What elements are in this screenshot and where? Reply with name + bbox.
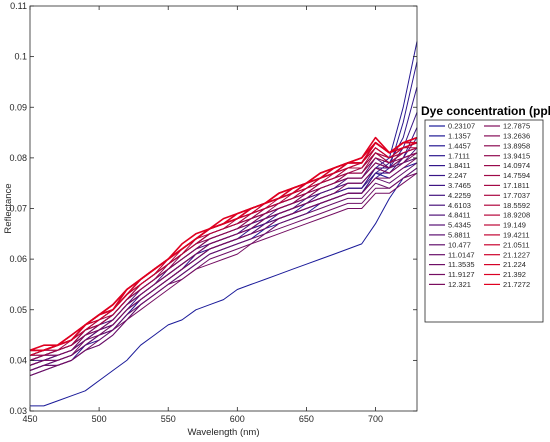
legend-entry-label: 1.4457 — [448, 141, 471, 150]
legend-title: Dye concentration (ppb) — [421, 104, 550, 118]
legend-entry-label: 11.0147 — [448, 250, 475, 259]
legend-entry-label: 21.1227 — [503, 250, 530, 259]
y-tick-label: 0.06 — [9, 254, 27, 264]
legend-entry-label: 13.2636 — [503, 132, 530, 141]
series-line — [29, 136, 418, 352]
x-tick-label: 500 — [92, 414, 107, 424]
axis-ticks: 450 500 550 600 650 700 0.03 0.04 0.05 0.06 0.07 0.… — [9, 1, 417, 424]
legend-entry-label: 0.23107 — [448, 122, 475, 131]
series-line — [30, 167, 418, 407]
legend-entry-label: 1.8411 — [448, 161, 470, 170]
legend-entry-label: 21.224 — [503, 260, 526, 269]
legend-entry-label: 4.8411 — [448, 211, 470, 220]
legend-entry-label: 4.6103 — [448, 201, 471, 210]
legend-entry-label: 5.8811 — [448, 231, 470, 240]
legend-entry-label: 18.5592 — [503, 201, 530, 210]
y-tick-label: 0.11 — [10, 1, 27, 11]
series-line — [29, 157, 418, 366]
x-axis-label: Wavelength (nm) — [188, 427, 260, 438]
x-tick-label: 550 — [161, 414, 176, 424]
x-tick-label: 650 — [299, 414, 314, 424]
y-axis-label: Reflectance — [3, 183, 14, 233]
y-tick-label: 0.09 — [9, 102, 27, 112]
legend-entry-label: 10.477 — [448, 240, 471, 249]
y-tick-label: 0.07 — [9, 204, 27, 214]
legend-entry-label: 14.7594 — [503, 171, 530, 180]
legend-entry-label: 1.1357 — [448, 132, 471, 141]
series-line — [29, 152, 418, 361]
legend-entry-label: 11.9127 — [448, 270, 475, 279]
legend-entry-label: 14.0974 — [503, 161, 530, 170]
x-tick-label: 450 — [22, 414, 37, 424]
legend-entry-label: 19.149 — [503, 221, 526, 230]
legend-entry-label: 2.247 — [448, 171, 467, 180]
y-tick-label: 0.05 — [9, 305, 27, 315]
x-tick-label: 600 — [230, 414, 245, 424]
legend-entry-label: 17.7037 — [503, 191, 530, 200]
legend-entry-label: 11.3535 — [448, 260, 475, 269]
series-line — [29, 172, 418, 377]
legend-entry-label: 21.0511 — [503, 240, 530, 249]
legend-entry-label: 13.9415 — [503, 151, 530, 160]
legend-entry-label: 21.392 — [503, 270, 526, 279]
y-tick-label: 0.1 — [14, 52, 27, 62]
legend-entry-label: 3.7465 — [448, 181, 471, 190]
series-line — [29, 167, 418, 371]
legend-entry-label: 19.4211 — [503, 231, 530, 240]
legend-box — [424, 119, 544, 323]
legend-entry-label: 17.1811 — [503, 181, 530, 190]
y-tick-label: 0.04 — [9, 355, 27, 365]
legend-entry-label: 12.321 — [448, 280, 471, 289]
legend-entry-label: 5.4345 — [448, 221, 471, 230]
legend-entry-label: 1.7111 — [448, 151, 470, 160]
series-lines — [29, 41, 418, 407]
y-tick-label: 0.08 — [9, 153, 27, 163]
legend: 0.231071.13571.44571.71111.84112.2473.74… — [424, 119, 544, 323]
y-tick-label: 0.03 — [9, 406, 27, 416]
legend-entry-label: 13.8958 — [503, 141, 530, 150]
legend-entry-label: 18.9208 — [503, 211, 530, 220]
legend-entry-label: 21.7272 — [503, 280, 530, 289]
legend-entry-label: 4.2259 — [448, 191, 471, 200]
legend-entry-label: 12.7875 — [503, 122, 530, 131]
x-tick-label: 700 — [368, 414, 383, 424]
series-line — [29, 172, 418, 371]
